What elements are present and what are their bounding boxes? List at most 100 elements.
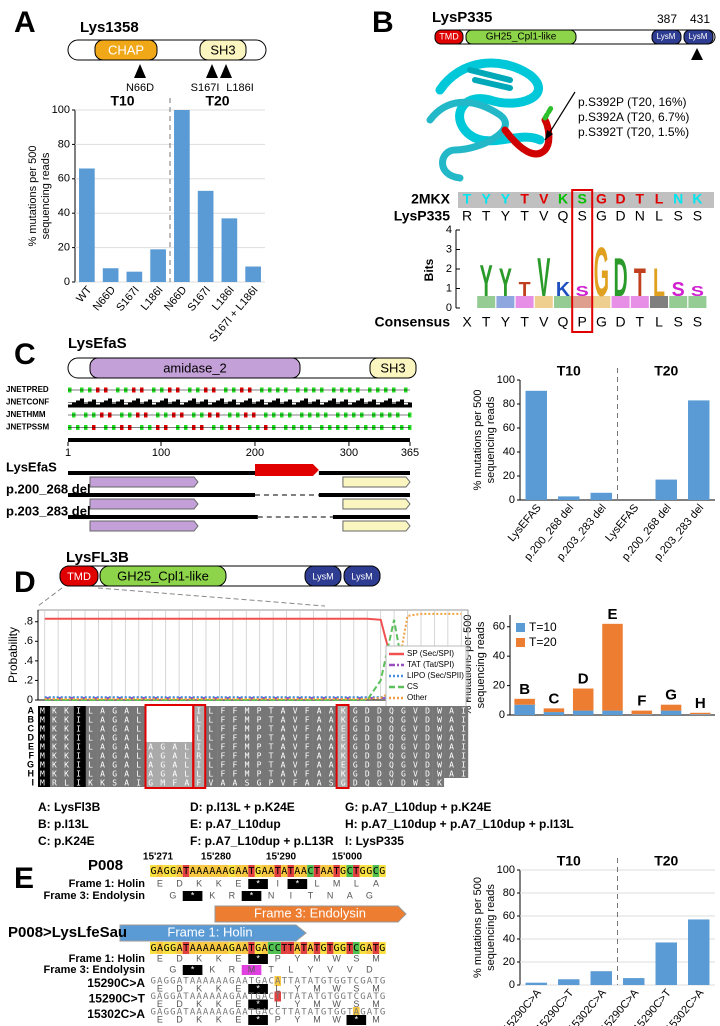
alignment-cell [312, 715, 325, 724]
alignment-cell [61, 751, 75, 760]
amino-acid: M [313, 953, 321, 963]
alignment-cell [205, 715, 218, 724]
alignment-cell [133, 724, 146, 733]
alignment-cell [133, 742, 146, 751]
bar [150, 249, 166, 282]
group-label: T10 [557, 363, 581, 379]
track-label: JNETCONF [6, 398, 49, 407]
y-axis-label: sequencing reads [475, 621, 487, 708]
track-bar [176, 399, 180, 408]
alignment-cell [324, 751, 337, 760]
mutation-label: S167I [191, 82, 220, 94]
y-axis-label: sequencing reads [40, 152, 52, 239]
alignment-cell [157, 778, 170, 787]
key-entry: A: LysFl3B [38, 800, 101, 814]
residue: Y [482, 191, 492, 207]
amino-acid: V [347, 964, 353, 974]
alignment-cell [276, 706, 290, 715]
helix [254, 464, 319, 476]
alignment-cell [121, 769, 134, 778]
alignment-cell [205, 778, 218, 787]
bar-segment [631, 710, 653, 715]
x-tick-label: 15290C>A [501, 987, 544, 1026]
y-tick-label: 60 [503, 422, 515, 434]
nucleotide-cell [235, 942, 242, 954]
track-bar [148, 399, 152, 408]
key-entry: C: p.K24E [38, 834, 95, 848]
residue: T [520, 191, 529, 207]
sequence: GAGGATAAAAAAGAATGACTTTATATGTGGTCGATG [151, 992, 386, 1002]
y-tick-label: 100 [497, 864, 515, 876]
alignment-cell [73, 724, 86, 733]
track-bar [280, 403, 284, 408]
group-label: T20 [205, 93, 229, 109]
alignment-cell [312, 751, 325, 760]
alignment-cell [109, 724, 122, 733]
track-bar [348, 404, 352, 408]
nucleotide-cell [313, 865, 321, 877]
alignment-cell [73, 778, 86, 787]
alignment-cell [396, 733, 409, 742]
alignment-cell [181, 751, 194, 760]
alignment-cell [85, 706, 98, 715]
y-tick-label: 2 [446, 263, 452, 275]
alignment-cell [169, 742, 182, 751]
bar-segment [572, 688, 594, 711]
panel-label: A [14, 6, 36, 39]
alignment-cell [49, 715, 63, 724]
alignment-cell [384, 751, 397, 760]
alignment-cell [38, 769, 51, 778]
nucleotide-cell [176, 942, 183, 954]
category-label: F [637, 693, 646, 710]
logo-noise [573, 296, 592, 308]
residue: Y [501, 208, 511, 224]
residue: D [616, 208, 626, 224]
residue: S [693, 208, 702, 224]
alignment-background [458, 192, 714, 208]
alignment-cell [49, 751, 63, 760]
logo-letter: T [519, 279, 531, 301]
y-tick-label: 20 [503, 470, 515, 482]
alignment-cell [49, 778, 63, 787]
alignment-cell [360, 742, 373, 751]
track-bar [384, 400, 388, 408]
y-axis-label: % mutations per 500 [27, 146, 39, 247]
alignment-cell [181, 724, 194, 733]
amino-acid: E [157, 999, 163, 1009]
track-bar [284, 401, 288, 408]
category-label: D [578, 670, 589, 687]
alignment-cell [85, 778, 98, 787]
position-label: 387 [657, 12, 677, 26]
nucleotide-cell [372, 865, 380, 877]
nucleotide-cell [274, 942, 281, 954]
logo-letter: S [691, 282, 704, 299]
amino-acid: W [332, 1014, 341, 1024]
alignment-cell [456, 751, 469, 760]
alignment-cell [169, 760, 182, 769]
bar [102, 268, 119, 282]
alignment-cell [264, 760, 278, 769]
alignment-cell [360, 778, 373, 787]
alignment-cell [169, 724, 182, 733]
bar-segment [690, 714, 711, 715]
amino-acid: A [373, 878, 379, 888]
bar [197, 190, 214, 282]
alignment-cell [253, 778, 266, 787]
alignment-cell [253, 724, 266, 733]
alignment-cell [157, 769, 170, 778]
alignment-cell [181, 742, 194, 751]
mutation-cell [353, 1007, 360, 1017]
track-bar [356, 400, 360, 408]
track-label: JNETPRED [6, 385, 49, 394]
alignment-cell [408, 751, 421, 760]
frame-label: Frame 1: Holin [69, 953, 146, 965]
bar [655, 479, 677, 500]
nucleotide-cell [326, 865, 334, 877]
alignment-cell [264, 733, 278, 742]
residue: N [635, 208, 645, 224]
phage-name: P008 [88, 857, 123, 874]
track-bar [216, 400, 220, 408]
amino-acid: E [157, 1014, 163, 1024]
track-bar [288, 399, 292, 408]
